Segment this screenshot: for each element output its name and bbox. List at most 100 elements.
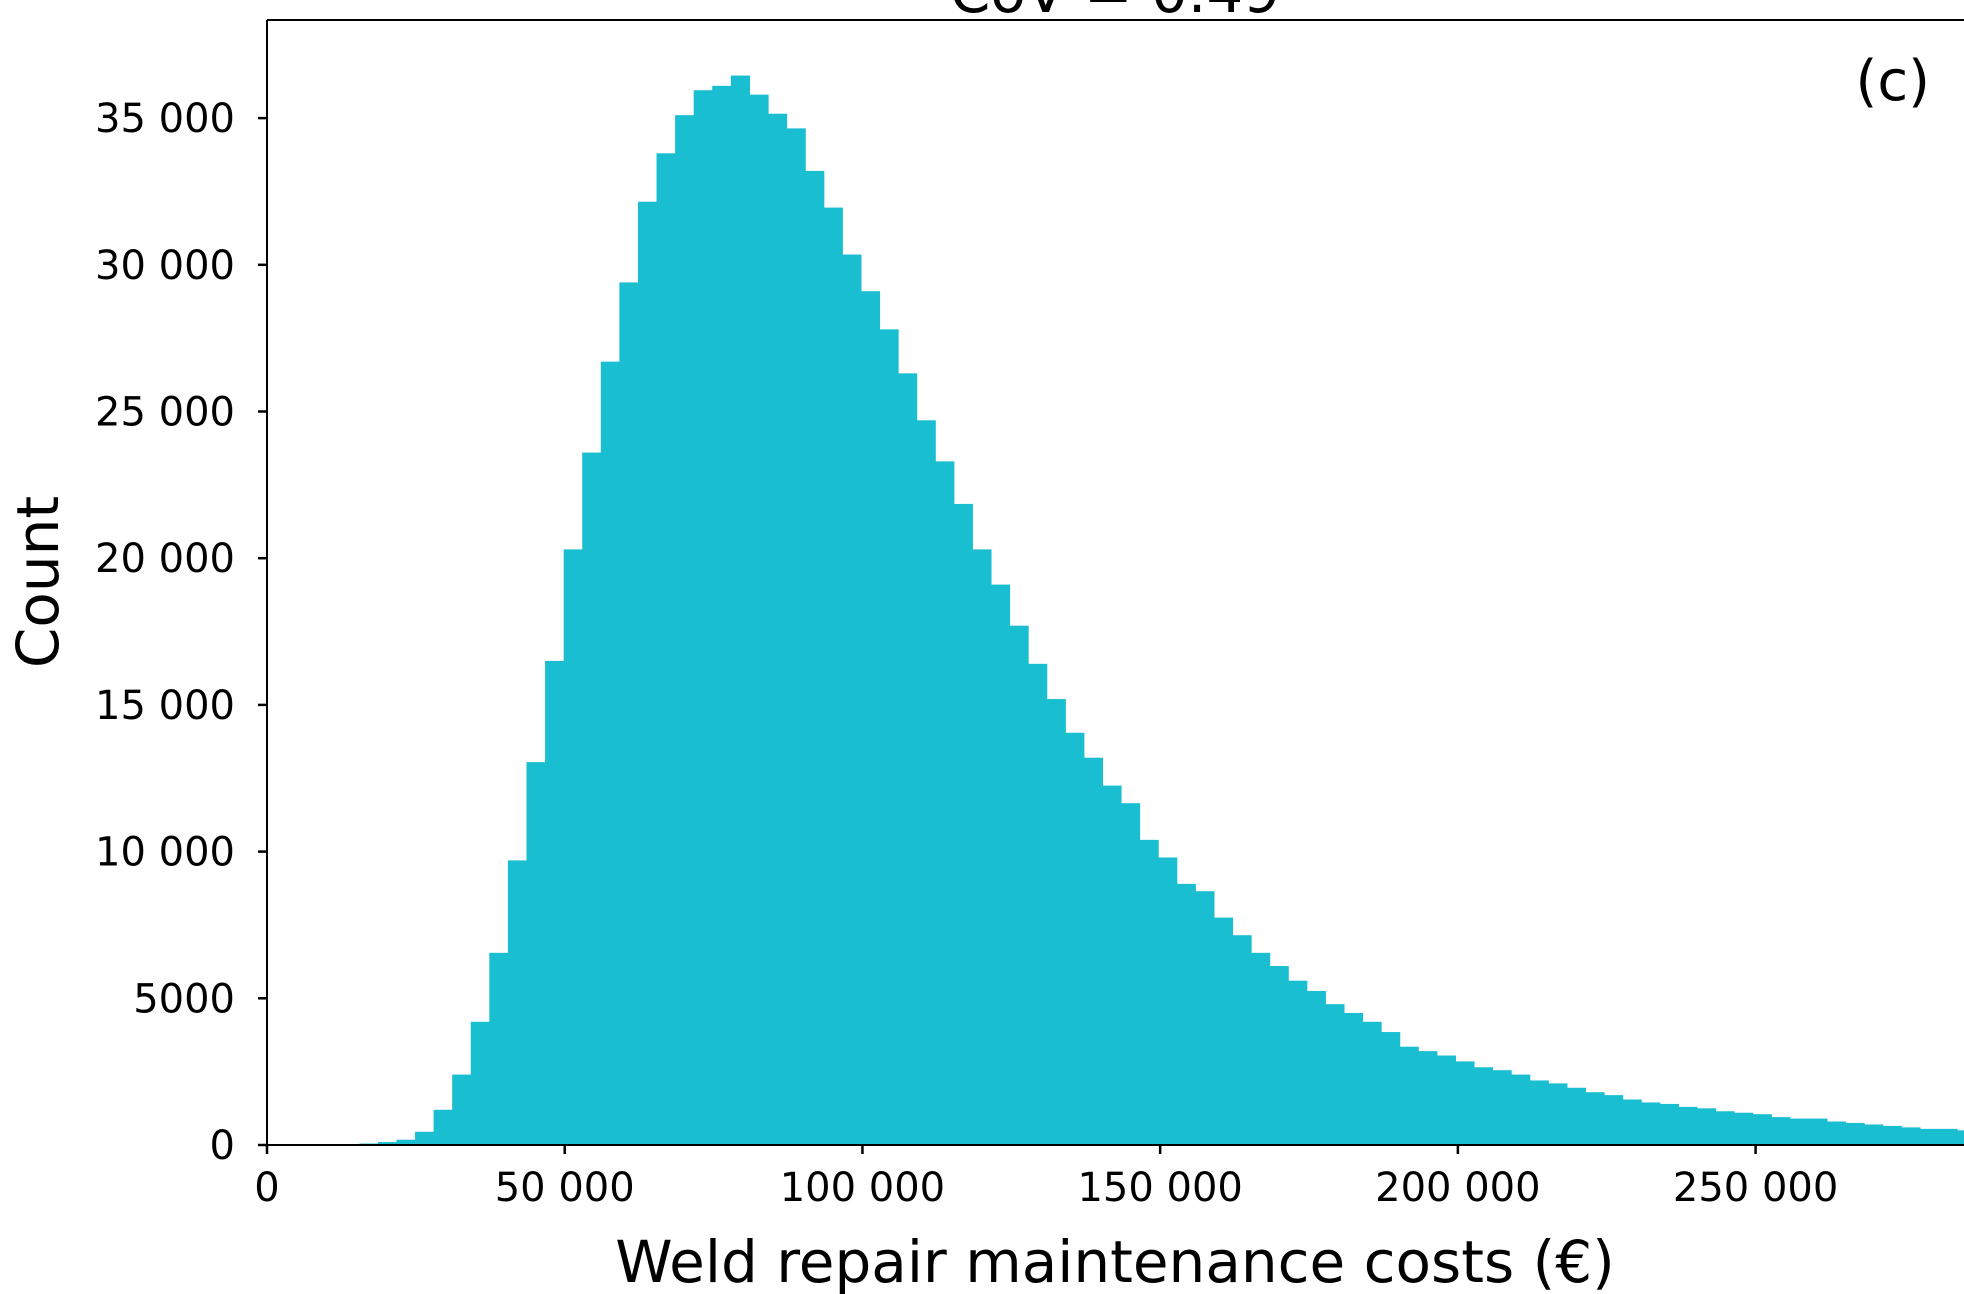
histogram-bar bbox=[415, 1131, 435, 1145]
x-axis-label: Weld repair maintenance costs (€) bbox=[615, 1228, 1615, 1294]
histogram-bar bbox=[1715, 1111, 1735, 1145]
histogram-bar bbox=[1473, 1067, 1494, 1145]
y-tick-label: 0 bbox=[210, 1123, 235, 1169]
histogram-bar bbox=[1139, 839, 1159, 1145]
histogram-bar bbox=[1752, 1114, 1772, 1145]
histogram-bar bbox=[1436, 1055, 1456, 1145]
histogram-bar bbox=[507, 860, 528, 1145]
histogram-bar bbox=[656, 153, 676, 1145]
x-tick-label: 100 000 bbox=[780, 1165, 945, 1211]
histogram-bar bbox=[1938, 1128, 1958, 1145]
histogram-bar bbox=[1381, 1032, 1401, 1145]
histogram-bar bbox=[1009, 625, 1029, 1145]
histogram-bar bbox=[563, 549, 583, 1145]
y-tick-label: 10 000 bbox=[95, 830, 235, 876]
histogram-bar bbox=[693, 90, 713, 1145]
histogram-bar bbox=[1771, 1117, 1791, 1145]
histogram-bar bbox=[600, 361, 620, 1145]
histogram-bar bbox=[1808, 1118, 1828, 1145]
histogram-bar bbox=[953, 503, 973, 1145]
histogram-bar bbox=[489, 952, 509, 1145]
histogram-bar bbox=[786, 128, 806, 1145]
histogram-bar bbox=[1343, 1012, 1364, 1145]
histogram-bar bbox=[1083, 757, 1104, 1145]
histogram-bar bbox=[805, 170, 825, 1145]
histogram-bar bbox=[972, 549, 992, 1145]
histogram-bar bbox=[712, 85, 732, 1145]
histogram-bar bbox=[1622, 1099, 1642, 1145]
histogram-bar bbox=[1789, 1118, 1809, 1145]
histogram-bar bbox=[842, 254, 862, 1145]
histogram-bar bbox=[637, 201, 658, 1145]
histogram-bar bbox=[990, 584, 1011, 1145]
histogram-bar bbox=[1028, 663, 1048, 1145]
x-tick-label: 0 bbox=[254, 1165, 279, 1211]
histogram-bar bbox=[1176, 883, 1196, 1145]
histogram-bar bbox=[898, 373, 918, 1145]
histogram-bar bbox=[1120, 803, 1141, 1145]
y-axis-label: Count bbox=[4, 496, 72, 668]
histogram-bar bbox=[545, 660, 565, 1145]
histogram-bar bbox=[1046, 699, 1066, 1145]
y-tick-label: 20 000 bbox=[95, 536, 235, 582]
histogram-bar bbox=[860, 291, 881, 1145]
histogram-bar bbox=[730, 75, 751, 1145]
histogram-bar bbox=[1901, 1127, 1921, 1145]
histogram-bar bbox=[1102, 785, 1122, 1145]
histogram-bar bbox=[675, 115, 695, 1145]
histogram-bar bbox=[1845, 1122, 1865, 1145]
histogram-bar bbox=[1882, 1125, 1902, 1145]
histogram-bar bbox=[1251, 952, 1271, 1145]
histogram-bar bbox=[1529, 1080, 1549, 1145]
histogram-bar bbox=[1696, 1108, 1717, 1145]
histogram-bar bbox=[526, 762, 546, 1145]
histogram-bar bbox=[1195, 891, 1215, 1145]
histogram-bar bbox=[1511, 1074, 1531, 1145]
x-tick-label: 250 000 bbox=[1673, 1165, 1838, 1211]
histogram-bar bbox=[1641, 1102, 1661, 1145]
histogram-bar bbox=[1065, 732, 1085, 1145]
histogram-bar bbox=[1678, 1106, 1698, 1145]
histogram-bar bbox=[823, 207, 843, 1145]
y-tick-label: 15 000 bbox=[95, 683, 235, 729]
histogram-bar bbox=[1418, 1051, 1438, 1145]
histogram-bar bbox=[1864, 1124, 1884, 1145]
histogram-bar bbox=[582, 452, 602, 1145]
histogram-bars bbox=[359, 75, 1964, 1145]
histogram-bar bbox=[935, 461, 955, 1145]
histogram-bar bbox=[377, 1142, 398, 1145]
chart-title: CoV = 0.49 bbox=[950, 0, 1280, 26]
histogram-bar bbox=[433, 1109, 453, 1145]
histogram-bar bbox=[1269, 966, 1289, 1145]
histogram-bar bbox=[1734, 1112, 1754, 1145]
y-tick-label: 35 000 bbox=[95, 96, 235, 142]
histogram-bar bbox=[1919, 1128, 1939, 1145]
histogram-bar bbox=[1659, 1103, 1679, 1145]
histogram-bar bbox=[396, 1139, 416, 1145]
y-axis-ticks: 0 5000 10 000 15 000 20 000 25 000 30 000 35 00… bbox=[95, 96, 267, 1169]
x-tick-label: 200 000 bbox=[1375, 1165, 1540, 1211]
histogram-bar bbox=[1956, 1130, 1964, 1145]
y-tick-label: 30 000 bbox=[95, 243, 235, 289]
x-tick-label: 50 000 bbox=[495, 1165, 635, 1211]
histogram-bar bbox=[749, 94, 769, 1145]
histogram-bar bbox=[1325, 1004, 1345, 1145]
histogram-bar bbox=[1232, 935, 1252, 1145]
histogram-bar bbox=[1362, 1021, 1382, 1145]
histogram-bar bbox=[1455, 1061, 1475, 1145]
histogram-bar bbox=[452, 1074, 472, 1145]
x-axis-ticks: 0 50 000 100 000 150 000 200 000 250 000 bbox=[254, 1145, 1838, 1211]
histogram-bar bbox=[1213, 917, 1234, 1145]
histogram-bar bbox=[470, 1021, 490, 1145]
histogram-bar bbox=[1548, 1083, 1568, 1145]
histogram-bar bbox=[1492, 1070, 1512, 1145]
histogram-bar bbox=[1399, 1046, 1419, 1145]
histogram-bar bbox=[879, 329, 899, 1145]
y-tick-label: 5000 bbox=[133, 976, 235, 1022]
y-tick-label: 25 000 bbox=[95, 390, 235, 436]
histogram-bar bbox=[1158, 857, 1178, 1145]
histogram-bar bbox=[1826, 1121, 1847, 1145]
histogram-bar bbox=[619, 282, 639, 1145]
histogram-bar bbox=[1566, 1087, 1587, 1145]
